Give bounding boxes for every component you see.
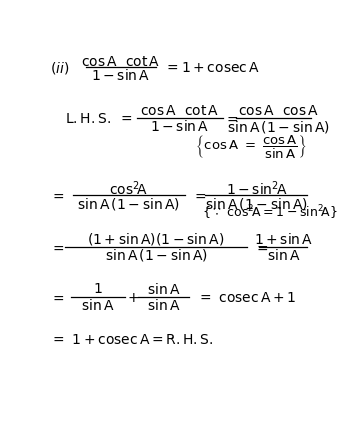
Text: $\mathrm{sin\,A}$: $\mathrm{sin\,A}$ (147, 297, 180, 312)
Text: $=$: $=$ (50, 240, 65, 254)
Text: $\mathrm{sin\,A\,(1-sin\,A)}$: $\mathrm{sin\,A\,(1-sin\,A)}$ (227, 118, 330, 134)
Text: $=\ \mathrm{cosec\,A+1}$: $=\ \mathrm{cosec\,A+1}$ (197, 290, 297, 304)
Text: $\mathrm{(1+sin\,A)(1-sin\,A)}$: $\mathrm{(1+sin\,A)(1-sin\,A)}$ (87, 230, 225, 247)
Text: $\mathrm{cos^2\!A}$: $\mathrm{cos^2\!A}$ (109, 178, 148, 197)
Text: $\mathrm{1-sin\,A}$: $\mathrm{1-sin\,A}$ (91, 68, 151, 83)
Text: $\mathrm{sin\,A}$: $\mathrm{sin\,A}$ (267, 247, 300, 262)
Text: $=$: $=$ (254, 240, 269, 254)
Text: $\mathrm{L.H.S.}\ =$: $\mathrm{L.H.S.}\ =$ (65, 112, 133, 126)
Text: $\left\{\mathrm{cos\,A}\ =\ \dfrac{\mathrm{cos\,A}}{\mathrm{sin\,A}}\right\}$: $\left\{\mathrm{cos\,A}\ =\ \dfrac{\math… (195, 134, 306, 161)
Text: $= 1+\mathrm{cosec\,A}$: $= 1+\mathrm{cosec\,A}$ (164, 61, 260, 75)
Text: $\mathrm{sin\,A\,(1-sin\,A)}$: $\mathrm{sin\,A\,(1-sin\,A)}$ (77, 195, 180, 211)
Text: $\mathrm{sin\,A\,(1-sin\,A)}$: $\mathrm{sin\,A\,(1-sin\,A)}$ (104, 247, 207, 263)
Text: $\mathrm{1}$: $\mathrm{1}$ (93, 282, 103, 296)
Text: $\mathrm{1-sin^2\!A}$: $\mathrm{1-sin^2\!A}$ (226, 178, 288, 197)
Text: $\mathrm{sin\,A}$: $\mathrm{sin\,A}$ (81, 297, 114, 312)
Text: $\mathrm{cos\,A\ \ cos\,A}$: $\mathrm{cos\,A\ \ cos\,A}$ (238, 104, 319, 118)
Text: $\mathrm{sin\,A\,(1-sin\,A)}$: $\mathrm{sin\,A\,(1-sin\,A)}$ (205, 195, 308, 211)
Text: $(ii)$: $(ii)$ (50, 60, 69, 76)
Text: $=$: $=$ (192, 189, 207, 202)
Text: $\{\because\ \mathrm{cos^2\!A = 1-sin^2\!A}\}$: $\{\because\ \mathrm{cos^2\!A = 1-sin^2\… (202, 203, 339, 222)
Text: $=$: $=$ (224, 112, 239, 126)
Text: $\mathrm{cos\,A\ \ cot\,A}$: $\mathrm{cos\,A\ \ cot\,A}$ (140, 104, 219, 118)
Text: $+$: $+$ (127, 290, 139, 304)
Text: $=$: $=$ (50, 189, 65, 202)
Text: $\mathrm{cos\,A\ \ cot\,A}$: $\mathrm{cos\,A\ \ cot\,A}$ (81, 55, 161, 69)
Text: $=\ \mathrm{1+cosec\,A = R.H.S.}$: $=\ \mathrm{1+cosec\,A = R.H.S.}$ (50, 332, 214, 346)
Text: $\mathrm{1-sin\,A}$: $\mathrm{1-sin\,A}$ (150, 119, 209, 134)
Text: $\mathrm{sin\,A}$: $\mathrm{sin\,A}$ (147, 281, 180, 296)
Text: $\mathrm{1+sin\,A}$: $\mathrm{1+sin\,A}$ (254, 231, 313, 246)
Text: $=$: $=$ (50, 290, 65, 304)
